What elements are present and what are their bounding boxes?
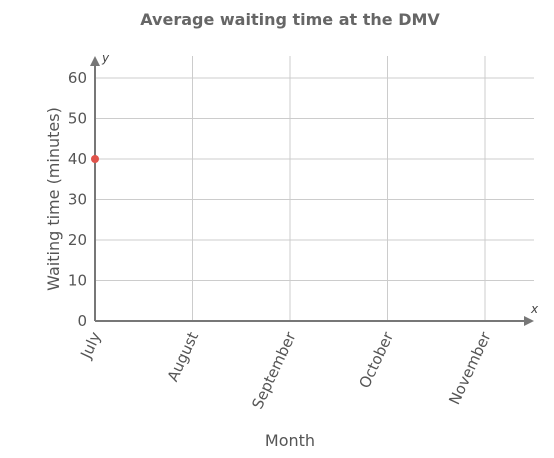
data-points xyxy=(91,155,99,163)
x-tick-label: September xyxy=(248,328,300,412)
y-axis-letter: y xyxy=(101,51,110,65)
y-tick-label: 30 xyxy=(68,191,87,209)
x-tick-label: November xyxy=(445,328,495,407)
data-point xyxy=(91,155,99,163)
y-tick-label: 20 xyxy=(68,231,87,249)
y-tick-label: 60 xyxy=(68,69,87,87)
x-axis-title: Month xyxy=(265,431,315,450)
y-tick-label: 40 xyxy=(68,150,87,168)
y-tick-label: 10 xyxy=(68,272,87,290)
x-axis-letter: x xyxy=(530,302,539,316)
axes xyxy=(90,56,534,326)
x-tick-label: July xyxy=(76,329,104,362)
x-axis-arrow xyxy=(524,316,534,326)
y-axis-arrow xyxy=(90,56,100,66)
y-axis-title: Waiting time (minutes) xyxy=(44,107,63,291)
x-tick-label: August xyxy=(164,329,203,384)
x-tick-label: October xyxy=(355,328,397,391)
grid xyxy=(95,56,534,321)
y-tick-label: 0 xyxy=(77,312,87,330)
chart-title: Average waiting time at the DMV xyxy=(140,10,440,29)
y-tick-label: 50 xyxy=(68,110,87,128)
